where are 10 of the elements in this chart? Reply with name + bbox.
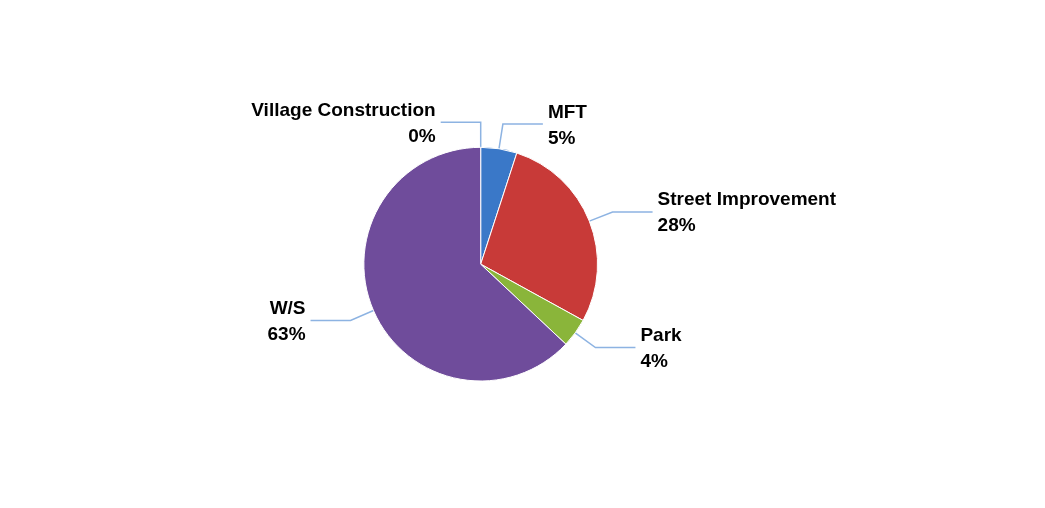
data-label: 4% xyxy=(640,350,669,372)
data-label: 63% xyxy=(267,322,306,344)
text: 0% xyxy=(408,124,436,146)
category-label: Village Construction xyxy=(251,98,436,120)
slice-label: MFT xyxy=(547,100,588,122)
data-label: 28% xyxy=(657,214,696,236)
slice-label: W/S xyxy=(269,296,306,318)
slice-label: Street Improvement xyxy=(657,188,837,210)
data-label: 5% xyxy=(547,126,576,148)
slice-label: Park xyxy=(640,324,683,346)
